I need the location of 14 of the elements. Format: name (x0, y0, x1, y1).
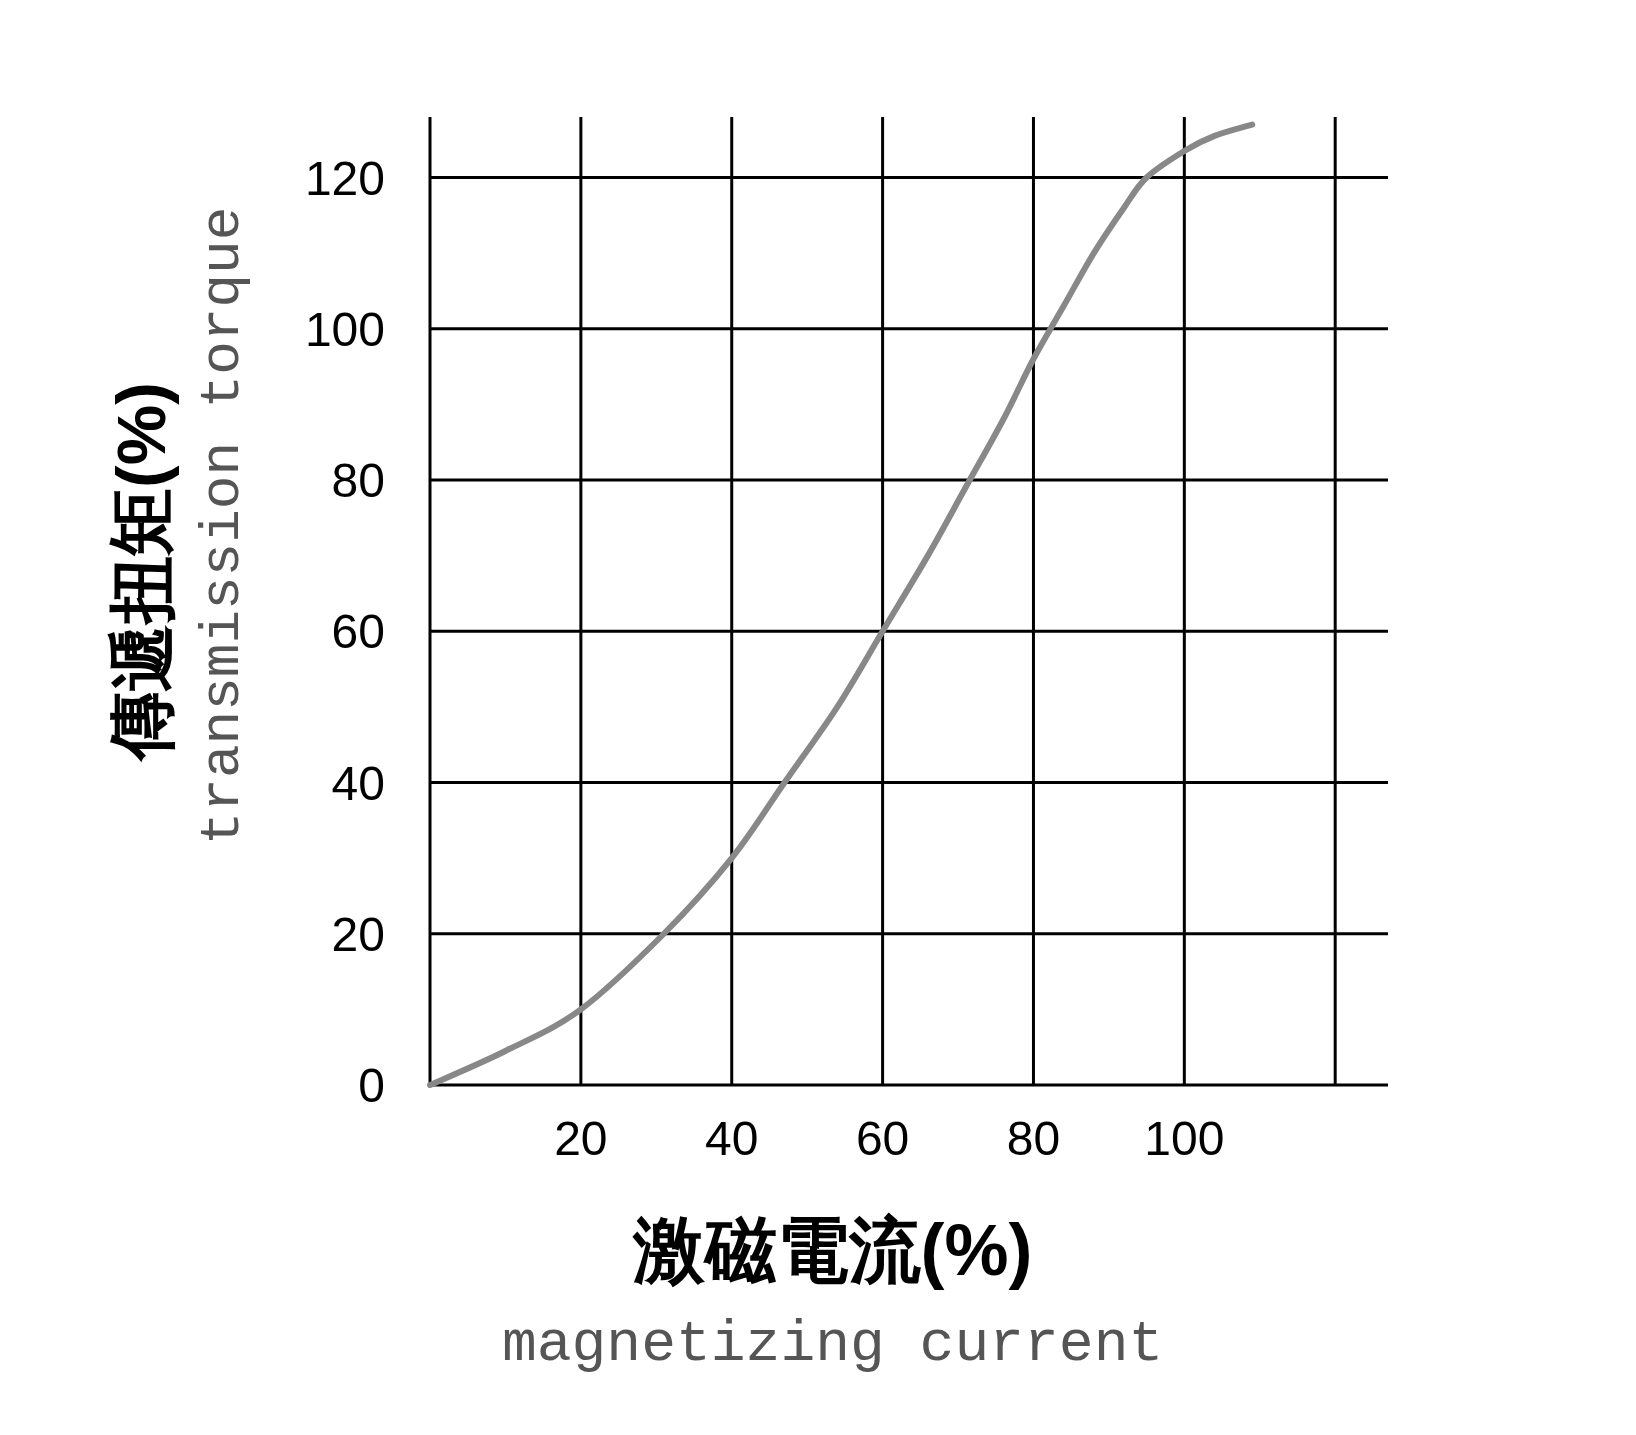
xtick: 100 (1144, 1112, 1225, 1165)
y-axis-title: 傳遞扭矩(%) transmission torque (103, 206, 255, 846)
ytick: 40 (331, 756, 385, 810)
ytick: 60 (331, 605, 385, 659)
xtick: 20 (554, 1112, 608, 1165)
x-axis-title: 激磁電流(%) magnetizing current (501, 1210, 1164, 1377)
ytick: 80 (331, 454, 385, 507)
xtick: 40 (705, 1112, 759, 1165)
ytick: 0 (358, 1059, 385, 1112)
ytick: 20 (331, 907, 385, 961)
xtick: 60 (855, 1112, 910, 1165)
xtick: 80 (1006, 1112, 1061, 1165)
ytick: 120 (304, 151, 385, 205)
ytick: 100 (304, 302, 385, 356)
